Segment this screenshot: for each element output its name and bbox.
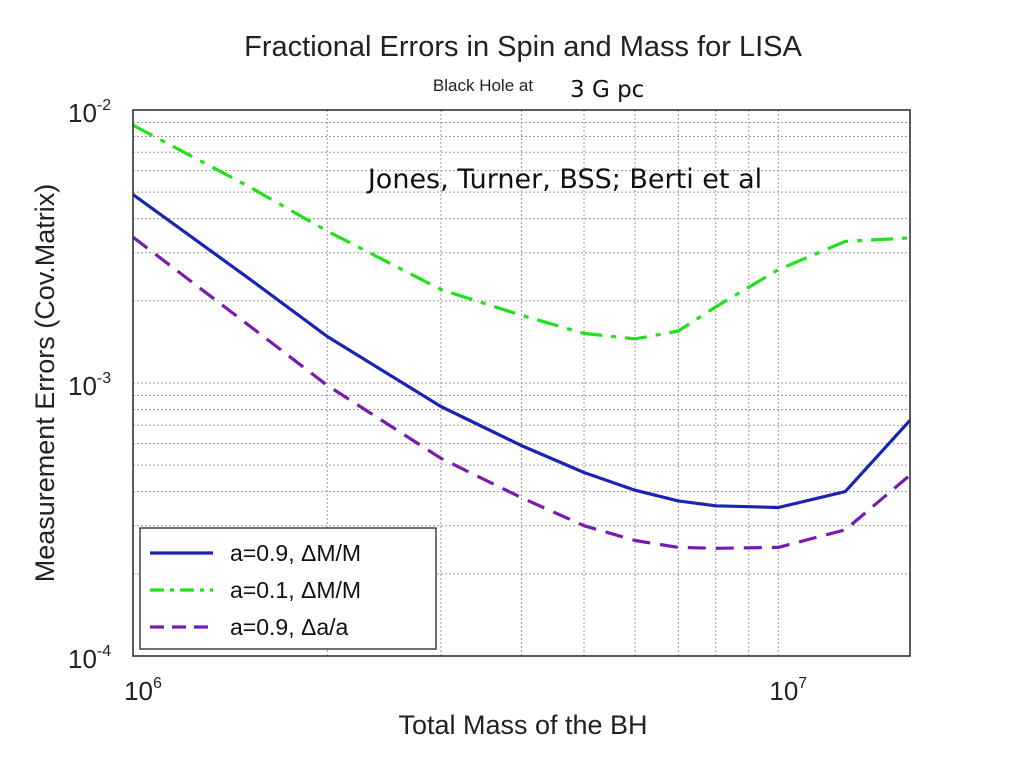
series-line-2 (132, 123, 911, 341)
grid (133, 110, 910, 656)
y-axis-label: Measurement Errors (Cov.Matrix) (30, 184, 60, 583)
chart-subtitle-value: 3 G pc (570, 77, 644, 103)
x-tick-label-1: 106 (124, 675, 162, 706)
x-axis-label: Total Mass of the BH (398, 710, 647, 740)
chart-subtitle-prefix: Black Hole at (433, 76, 533, 95)
citation-annotation: Jones, Turner, BSS; Berti et al (366, 164, 762, 195)
y-tick-label-2: 10-3 (68, 370, 111, 401)
y-tick-label-1: 10-2 (68, 97, 111, 128)
legend-label-1: a=0.9, ΔM/M (230, 540, 361, 566)
x-tick-label-2: 107 (769, 675, 807, 706)
y-tick-label-3: 10-4 (68, 643, 111, 674)
legend-label-2: a=0.1, ΔM/M (230, 577, 361, 603)
series-line-1 (132, 193, 912, 510)
series-layer (132, 123, 912, 550)
legend-label-3: a=0.9, Δa/a (230, 614, 349, 640)
legend: a=0.9, ΔM/M a=0.1, ΔM/M a=0.9, Δa/a (139, 527, 437, 650)
series-line-3 (132, 235, 912, 550)
plot-frame (132, 109, 911, 657)
tick-labels: 106 107 10-2 10-3 10-4 (68, 97, 807, 706)
chart-title: Fractional Errors in Spin and Mass for L… (244, 31, 802, 63)
